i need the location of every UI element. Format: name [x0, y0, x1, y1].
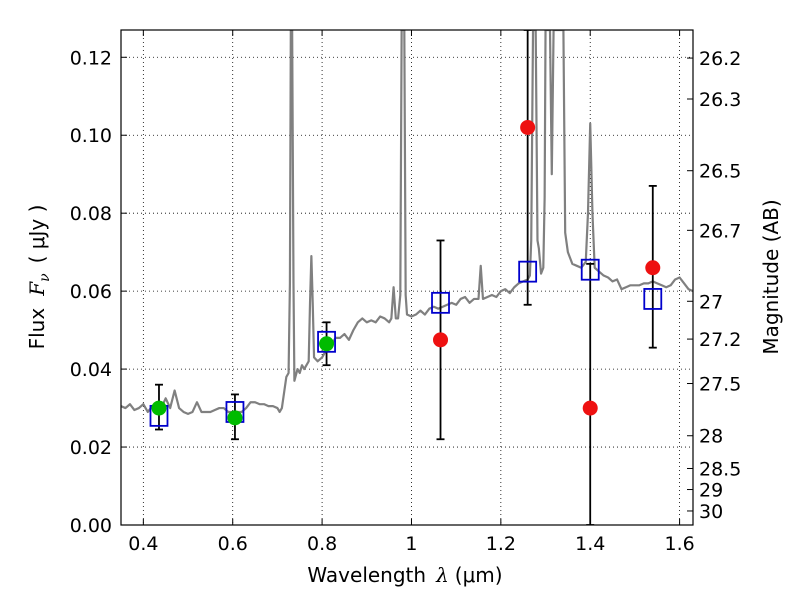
x-tick-label: 1.6: [664, 533, 694, 555]
photometry-point: [319, 336, 335, 352]
model-square-marker: [317, 330, 336, 353]
y-tick-label: 0.04: [70, 359, 112, 381]
right-tick-label: 28.5: [699, 458, 741, 480]
photometry-point: [582, 400, 598, 416]
model-square-marker: [431, 291, 450, 314]
right-tick-label: 27.2: [699, 329, 741, 351]
right-tick-label: 29: [699, 480, 723, 502]
y-axis-label-right: Magnitude (AB): [759, 199, 783, 354]
right-tick-label: 26.5: [699, 161, 741, 183]
y-tick-label: 0.00: [70, 515, 112, 537]
y-tick-label: 0.08: [70, 203, 112, 225]
plot-frame: [120, 29, 694, 526]
y-tick-label: 0.02: [70, 437, 112, 459]
right-tick-label: 28: [699, 426, 723, 448]
y-tick-label: 0.10: [70, 125, 112, 147]
x-tick-label: 0.4: [128, 533, 158, 555]
x-axis-label-symbol: λ: [435, 563, 449, 587]
y-axis-label-unit: ( μJy ): [25, 205, 49, 264]
right-tick-label: 27.5: [699, 374, 741, 396]
y-axis-ticks: 0.00 0.02 0.04 0.06 0.08 0.10 0.12: [70, 47, 127, 537]
x-tick-label: 1: [405, 533, 417, 555]
x-axis-ticks: 0.4 0.6 0.8 1 1.2 1.4 1.6: [128, 30, 695, 555]
photometry-point: [227, 410, 243, 426]
photometry-point: [645, 260, 661, 276]
model-square-marker: [580, 258, 600, 281]
y-tick-label: 0.06: [70, 281, 112, 303]
y-axis-label-left: Flux Fν ( μJy ): [25, 205, 53, 350]
x-tick-label: 1.2: [486, 533, 516, 555]
photometry-point: [433, 332, 449, 348]
plot-area: [121, 30, 693, 525]
right-tick-label: 30: [699, 501, 723, 523]
x-axis-label-unit: (μm): [455, 563, 503, 587]
right-tick-label: 26.7: [699, 220, 741, 242]
y-tick-label: 0.12: [70, 47, 112, 69]
y-axis-label-prefix: Flux: [25, 308, 49, 350]
y-axis-label-symbol: F: [25, 281, 49, 297]
photometry-point: [151, 400, 167, 416]
data-markers: [149, 119, 663, 427]
y-axis-label-subscript: ν: [37, 273, 53, 282]
photometry-point: [520, 119, 536, 135]
model-square-marker: [643, 288, 663, 310]
grid-lines: [121, 30, 693, 525]
x-axis-label: Wavelength λ (μm): [307, 563, 502, 587]
x-tick-label: 1.4: [575, 533, 605, 555]
right-tick-label: 26.2: [699, 48, 741, 70]
x-tick-label: 0.6: [218, 533, 248, 555]
model-square-marker: [518, 260, 538, 283]
x-axis-label-prefix: Wavelength: [307, 563, 426, 587]
right-tick-label: 26.3: [699, 89, 741, 111]
right-tick-label: 27: [699, 291, 723, 313]
x-tick-label: 0.8: [307, 533, 337, 555]
